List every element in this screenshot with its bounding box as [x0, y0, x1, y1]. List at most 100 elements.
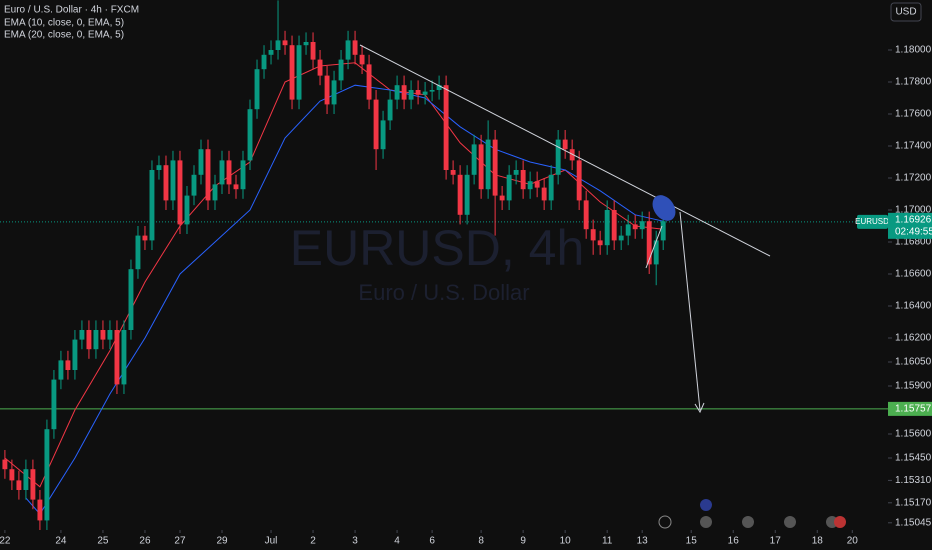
candle-body [520, 170, 526, 190]
candle-body [548, 174, 554, 201]
candle-body [366, 64, 372, 100]
candle-body [303, 42, 309, 46]
candle-body [527, 181, 533, 190]
price-countdown: 02:49:55 [895, 226, 932, 237]
candle-body [324, 75, 330, 105]
candle-body [65, 360, 71, 370]
candle-body [338, 59, 344, 81]
highlight-ellipse[interactable] [648, 191, 680, 225]
x-tick-label: 20 [847, 536, 859, 547]
arrow-head [694, 402, 705, 414]
chart-title: Euro / U.S. Dollar · 4h · FXCM [4, 5, 139, 16]
candle-body [289, 45, 295, 100]
event-icon[interactable] [834, 516, 846, 528]
candle-body [653, 240, 659, 265]
candle-body [422, 91, 428, 95]
y-tick-label: 1.17600 [895, 109, 932, 120]
event-icon[interactable] [700, 516, 712, 528]
candle-body [562, 139, 568, 150]
y-tick-label: 1.15600 [895, 429, 932, 440]
trend-line[interactable] [359, 44, 771, 257]
event-icon[interactable] [658, 515, 672, 529]
legend-entry: EMA (20, close, 0, EMA, 5) [4, 30, 124, 41]
candle-body [156, 165, 162, 170]
candle-body [611, 210, 617, 241]
price-name: EURUSD [855, 217, 889, 226]
price-axis [888, 0, 932, 550]
candle-body [219, 160, 225, 185]
y-tick-label: 1.16800 [895, 237, 932, 248]
candle-body [275, 40, 281, 50]
candle-body [254, 69, 260, 110]
watermark: EURUSD, 4h [290, 220, 585, 276]
currency-button[interactable] [890, 2, 922, 22]
x-tick-label: 11 [602, 536, 613, 547]
legend-entry: EMA (10, close, 0, EMA, 5) [4, 18, 124, 29]
projection-line[interactable] [645, 225, 663, 269]
y-tick-label: 1.15170 [895, 497, 932, 508]
x-tick-label: 3 [352, 536, 358, 547]
candle-body [478, 144, 484, 190]
y-tick-label: 1.15450 [895, 453, 932, 464]
candle-body [72, 339, 78, 370]
candle-body [184, 195, 190, 225]
x-tick-label: 27 [174, 536, 186, 547]
candle-body [226, 160, 232, 185]
candle-body [660, 221, 666, 241]
candle-body [247, 109, 253, 161]
y-tick-label: 1.18000 [895, 45, 932, 56]
candle-body [128, 269, 134, 330]
candle-body [485, 139, 491, 190]
x-tick-label: 24 [55, 536, 67, 547]
candle-body [394, 85, 400, 100]
candle-body [135, 235, 141, 270]
candle-body [163, 165, 169, 201]
candle-body [30, 469, 36, 500]
candle-body [51, 379, 57, 430]
level-label: 1.15757 [895, 404, 932, 415]
candle-body [555, 139, 561, 175]
event-icon[interactable] [742, 516, 754, 528]
candle-body [240, 160, 246, 190]
candle-body [16, 480, 22, 490]
candle-body [471, 144, 477, 175]
candle-body [282, 40, 288, 46]
x-tick-label: 22 [0, 536, 11, 547]
arrow-line[interactable] [679, 211, 701, 411]
candle-body [576, 160, 582, 201]
candle-body [534, 181, 540, 188]
candle-body [436, 85, 442, 90]
candle-body [506, 174, 512, 201]
candle-body [492, 139, 498, 196]
x-tick-label: 25 [97, 536, 109, 547]
candle-body [401, 85, 407, 100]
x-tick-label: 17 [770, 536, 782, 547]
candle-body [233, 184, 239, 190]
event-icon[interactable] [700, 499, 712, 511]
candle-body [93, 330, 99, 350]
candle-body [429, 90, 435, 92]
candle-body [597, 240, 603, 246]
candle-body [191, 174, 197, 196]
candle-body [310, 42, 316, 60]
candle-body [590, 229, 596, 241]
y-tick-label: 1.15310 [895, 475, 932, 486]
candle-body [443, 85, 449, 170]
candle-body [23, 469, 29, 490]
event-icon[interactable] [784, 516, 796, 528]
candle-body [44, 429, 50, 521]
candle-body [457, 174, 463, 215]
y-tick-label: 1.16200 [895, 333, 932, 344]
x-tick-label: 2 [310, 536, 316, 547]
candle-body [2, 459, 8, 470]
x-tick-label: 15 [686, 536, 698, 547]
price-label: 1.16926 [895, 214, 932, 225]
candle-body [296, 45, 302, 100]
candle-body [212, 184, 218, 201]
currency-label[interactable]: USD [895, 7, 916, 18]
x-tick-label: 10 [560, 536, 572, 547]
candle-body [380, 120, 386, 150]
